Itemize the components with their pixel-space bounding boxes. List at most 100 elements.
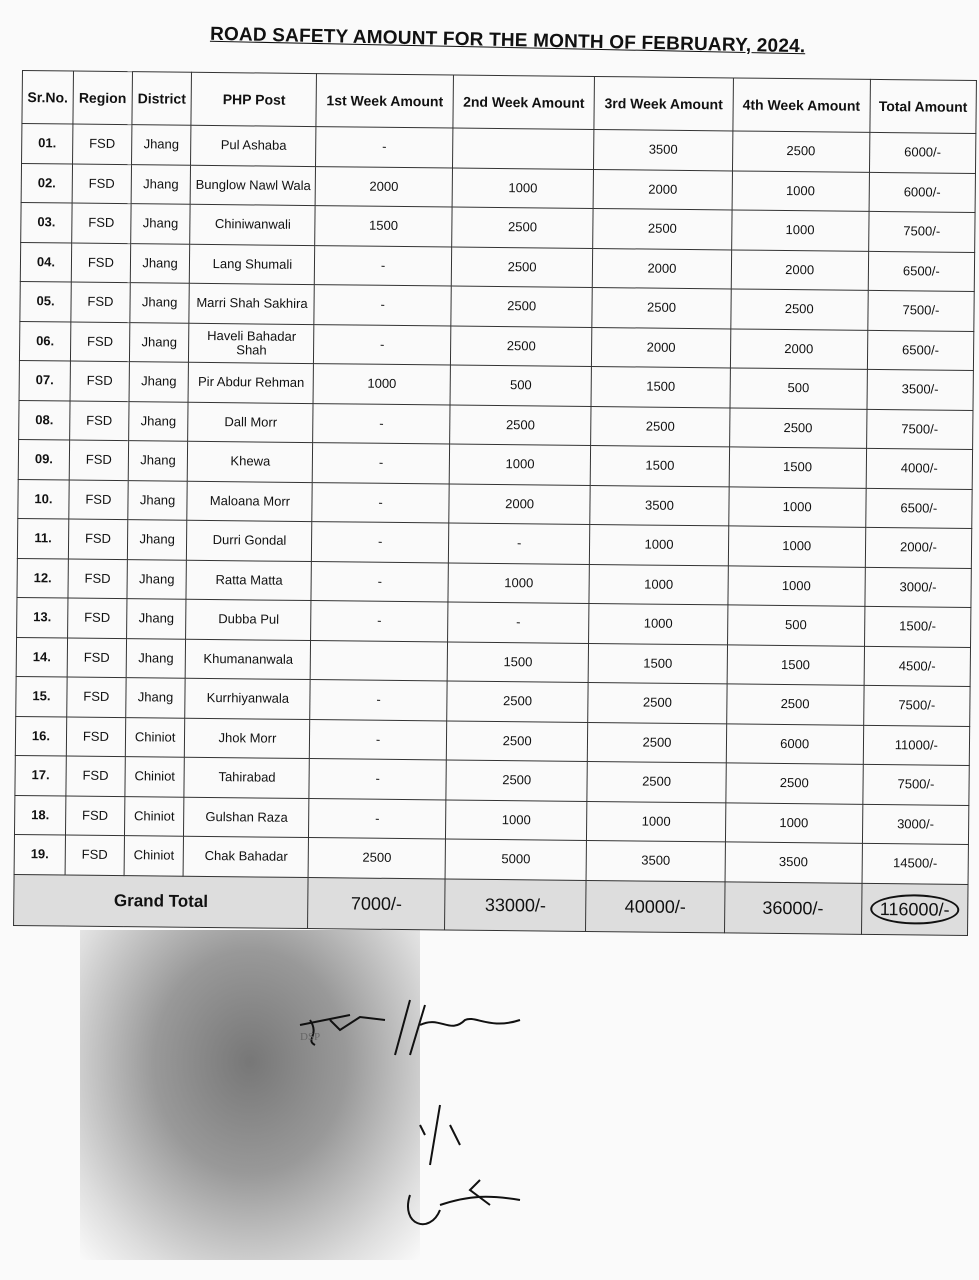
grand-total-label: Grand Total [13, 873, 309, 929]
cell-sr-no: 16. [15, 715, 67, 757]
cell-region: FSD [66, 716, 126, 757]
grand-total-amount-cell: 116000/- [861, 882, 969, 935]
header-region: Region [72, 71, 133, 125]
cell-week2: 2500 [445, 759, 588, 801]
cell-total: 1500/- [864, 606, 971, 647]
cell-total: 6500/- [868, 250, 975, 292]
cell-week4: 2500 [732, 130, 870, 172]
grand-total-week2: 33000/- [444, 878, 587, 931]
cell-php-post: Jhok Morr [184, 717, 311, 759]
cell-total: 2000/- [865, 527, 972, 568]
cell-region: FSD [70, 321, 130, 362]
cell-total: 3000/- [862, 803, 969, 845]
cell-week1: - [308, 798, 446, 839]
cell-total: 7500/- [867, 290, 975, 331]
cell-week4: 3500 [724, 841, 863, 883]
cell-week1: 2000 [315, 166, 453, 208]
grand-total-amount: 116000/- [869, 893, 960, 925]
cell-php-post: Chak Bahadar [183, 836, 309, 878]
header-week4: 4th Week Amount [732, 77, 871, 133]
cell-week2: 500 [449, 365, 592, 406]
header-php-post: PHP Post [191, 72, 317, 127]
cell-week4: 1000 [727, 565, 866, 607]
cell-week1: - [309, 758, 447, 800]
cell-week3: 1500 [590, 445, 730, 487]
cell-week4: 1000 [731, 209, 869, 251]
cell-week1: - [310, 679, 447, 721]
cell-district: Jhang [130, 164, 191, 205]
cell-week1: - [314, 284, 452, 326]
cell-week3: 1500 [591, 366, 730, 408]
cell-region: FSD [69, 400, 129, 441]
cell-week4: 6000 [725, 723, 864, 765]
cell-region: FSD [70, 361, 130, 402]
header-total: Total Amount [869, 79, 977, 134]
cell-sr-no: 10. [17, 478, 70, 520]
cell-week4: 2000 [730, 249, 869, 291]
header-district: District [131, 71, 192, 126]
cell-week4: 2500 [725, 762, 864, 804]
cell-sr-no: 04. [20, 241, 72, 283]
svg-text:DSP: DSP [300, 1031, 320, 1043]
cell-week4: 2500 [726, 683, 864, 725]
cell-week2: 5000 [444, 838, 587, 880]
cell-total: 4000/- [865, 448, 973, 489]
cell-district: Chiniot [123, 835, 184, 876]
cell-php-post: Haveli Bahadar Shah [188, 322, 315, 364]
cell-php-post: Bunglow Nawl Wala [190, 164, 316, 206]
grand-total-week3: 40000/- [585, 879, 725, 933]
cell-week1: 1500 [315, 205, 452, 247]
cell-week1: 1000 [313, 363, 451, 405]
cell-sr-no: 13. [16, 597, 68, 638]
header-week1: 1st Week Amount [316, 73, 454, 129]
cell-week3: 3500 [593, 129, 733, 171]
cell-php-post: Khewa [187, 441, 314, 483]
cell-week4: 2500 [730, 288, 869, 330]
cell-php-post: Marri Shah Sakhira [189, 283, 315, 325]
cell-week4: 1000 [731, 170, 870, 212]
cell-week1: 2500 [308, 837, 446, 879]
cell-week3: 2500 [591, 405, 730, 447]
cell-region: FSD [69, 440, 129, 481]
cell-week1 [310, 640, 448, 681]
cell-week4: 1000 [727, 525, 866, 567]
cell-total: 7500/- [868, 211, 976, 252]
cell-region: FSD [65, 795, 125, 836]
cell-week4: 1500 [726, 644, 865, 686]
cell-region: FSD [67, 637, 127, 678]
grand-total-week4: 36000/- [724, 881, 862, 934]
cell-week2: 2500 [450, 286, 593, 327]
cell-sr-no: 17. [14, 755, 67, 796]
cell-sr-no: 18. [14, 794, 66, 835]
cell-week2: 2500 [450, 325, 593, 367]
cell-week1: - [312, 442, 450, 484]
cell-week2: 1000 [449, 443, 592, 485]
cell-district: Jhang [125, 677, 186, 718]
cell-php-post: Dubba Pul [185, 599, 312, 641]
cell-php-post: Khumananwala [185, 638, 311, 680]
cell-district: Jhang [129, 322, 190, 363]
cell-week2: 1000 [445, 799, 588, 841]
cell-week3: 2500 [593, 208, 732, 250]
cell-district: Jhang [128, 361, 189, 402]
cell-district: Jhang [127, 519, 188, 560]
cell-week1: - [311, 521, 449, 563]
cell-week2: 2000 [448, 483, 591, 525]
cell-region: FSD [67, 598, 127, 639]
cell-week3: 2500 [592, 287, 731, 329]
cell-week4: 1500 [728, 446, 867, 488]
document-title: ROAD SAFETY AMOUNT FOR THE MONTH OF FEBR… [209, 23, 806, 58]
cell-week4: 1000 [728, 486, 866, 528]
cell-district: Chiniot [125, 717, 186, 758]
cell-php-post: Pir Abdur Rehman [188, 362, 314, 404]
cell-region: FSD [72, 124, 132, 165]
cell-week3: 3500 [590, 484, 729, 526]
cell-region: FSD [67, 558, 128, 599]
signature-stamp: DSP [299, 999, 521, 1226]
cell-region: FSD [66, 677, 126, 718]
cell-week2 [452, 128, 595, 169]
cell-week3: 1000 [586, 800, 726, 842]
cell-sr-no: 08. [18, 399, 71, 441]
cell-week3: 1000 [589, 563, 728, 605]
cell-sr-no: 19. [14, 834, 66, 875]
